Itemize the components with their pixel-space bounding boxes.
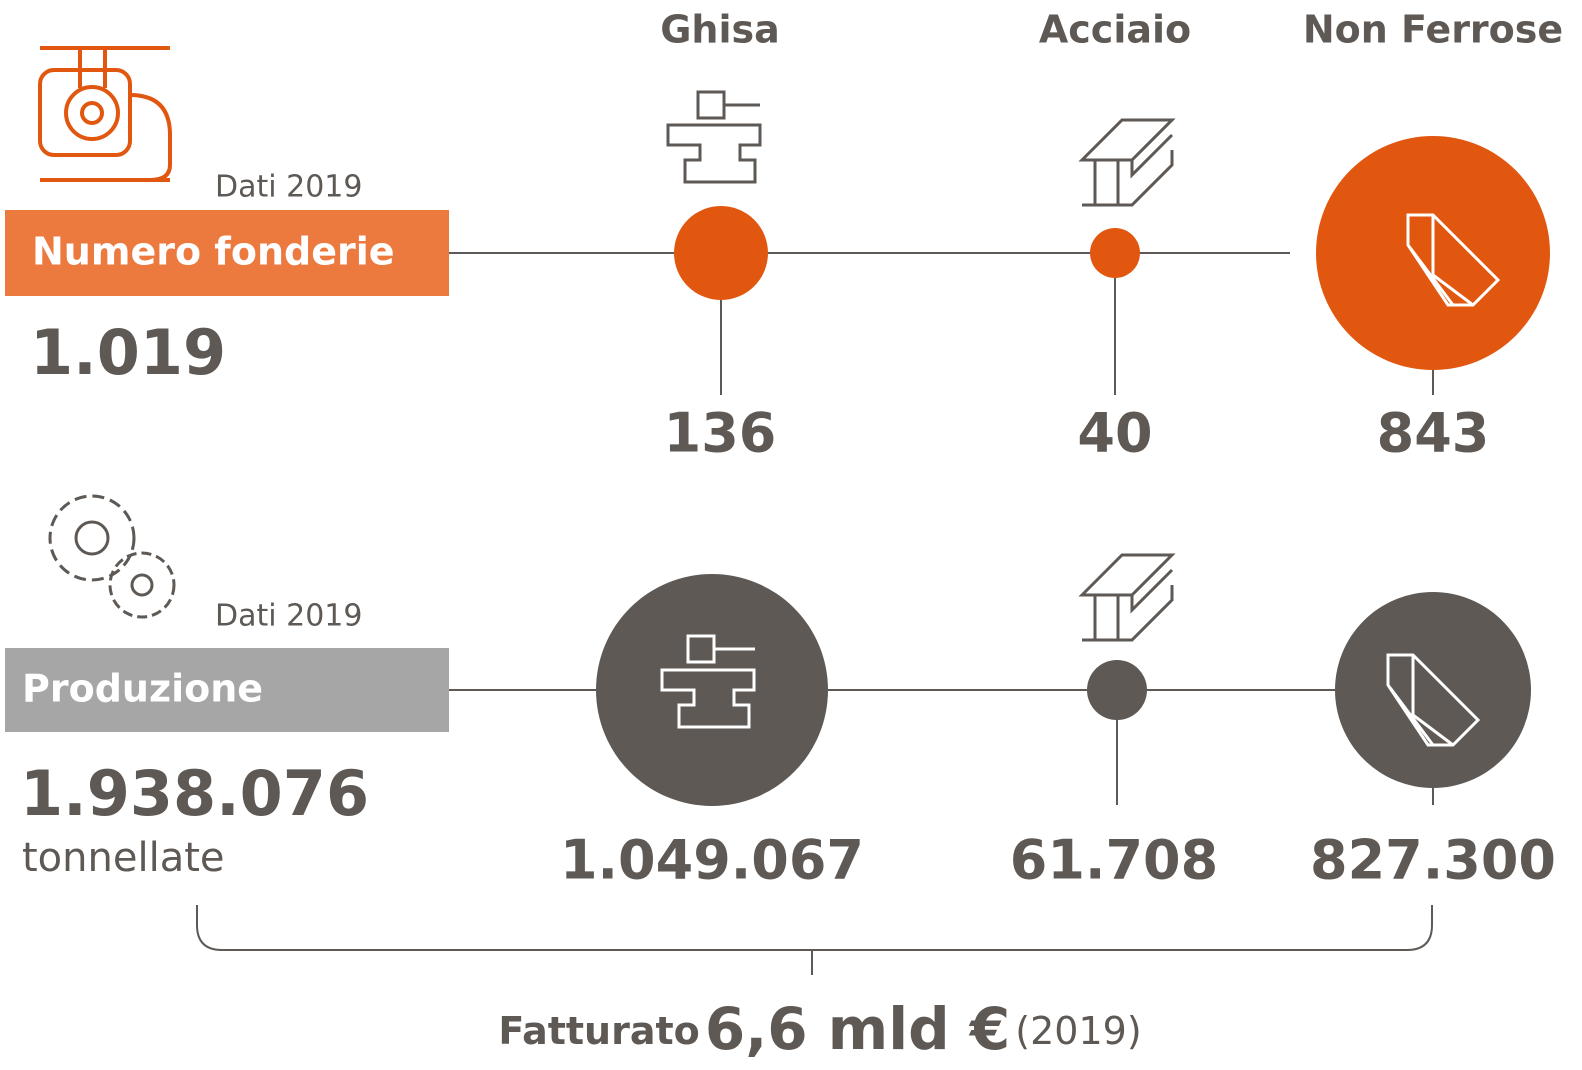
ingot-icon (1386, 653, 1481, 747)
beam-icon (1078, 553, 1176, 642)
label-box (5, 210, 449, 296)
footer-amount: 6,6 mld € (705, 995, 1010, 1063)
ingot-icon (1406, 213, 1501, 307)
foundry-count: 136 (664, 402, 777, 465)
footer-year: (2019) (1015, 1009, 1141, 1053)
date-note: Dati 2019 (215, 170, 362, 205)
bubble (674, 206, 768, 300)
row-total: 1.938.076 (20, 757, 369, 830)
row-label: Numero fonderie (32, 230, 395, 274)
bubble (1087, 660, 1147, 720)
row-unit: tonnellate (22, 835, 225, 881)
production-value: 827.300 (1310, 829, 1556, 892)
column-header: Non Ferrose (1303, 8, 1563, 52)
foundry-count: 40 (1077, 402, 1152, 465)
production-value: 61.708 (1010, 829, 1218, 892)
bubble (596, 574, 828, 806)
foundry-count: 843 (1377, 402, 1490, 465)
column-header: Acciaio (1039, 8, 1191, 52)
bubble (1335, 592, 1531, 788)
footer: Fatturato 6,6 mld € (2019) (498, 995, 1141, 1063)
bubble (1090, 228, 1140, 278)
anvil-icon (660, 634, 756, 729)
footer-prefix: Fatturato (498, 1009, 699, 1053)
row-label: Produzione (22, 667, 263, 711)
column-header: Ghisa (660, 8, 780, 52)
production-value: 1.049.067 (560, 829, 864, 892)
foundry-icon (38, 46, 172, 182)
date-note: Dati 2019 (215, 599, 362, 634)
label-box (5, 648, 449, 732)
row-total: 1.019 (30, 316, 226, 389)
brace (196, 905, 1433, 951)
anvil-icon (666, 90, 762, 184)
gears-icon (48, 494, 176, 619)
beam-icon (1078, 118, 1176, 207)
